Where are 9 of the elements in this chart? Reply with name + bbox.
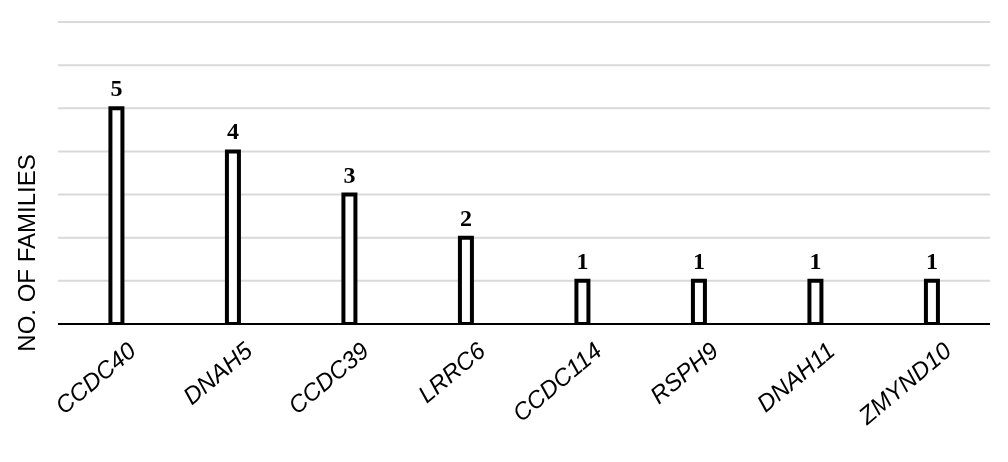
data-label: 5 xyxy=(110,75,123,102)
data-label: 1 xyxy=(692,247,705,274)
data-label: 1 xyxy=(809,247,822,274)
data-label: 3 xyxy=(343,161,356,188)
data-label: 1 xyxy=(925,247,938,274)
data-label: 4 xyxy=(226,118,239,145)
y-axis-title: NO. OF FAMILIES xyxy=(12,154,40,352)
data-label: 2 xyxy=(459,204,472,231)
data-label: 1 xyxy=(576,247,589,274)
